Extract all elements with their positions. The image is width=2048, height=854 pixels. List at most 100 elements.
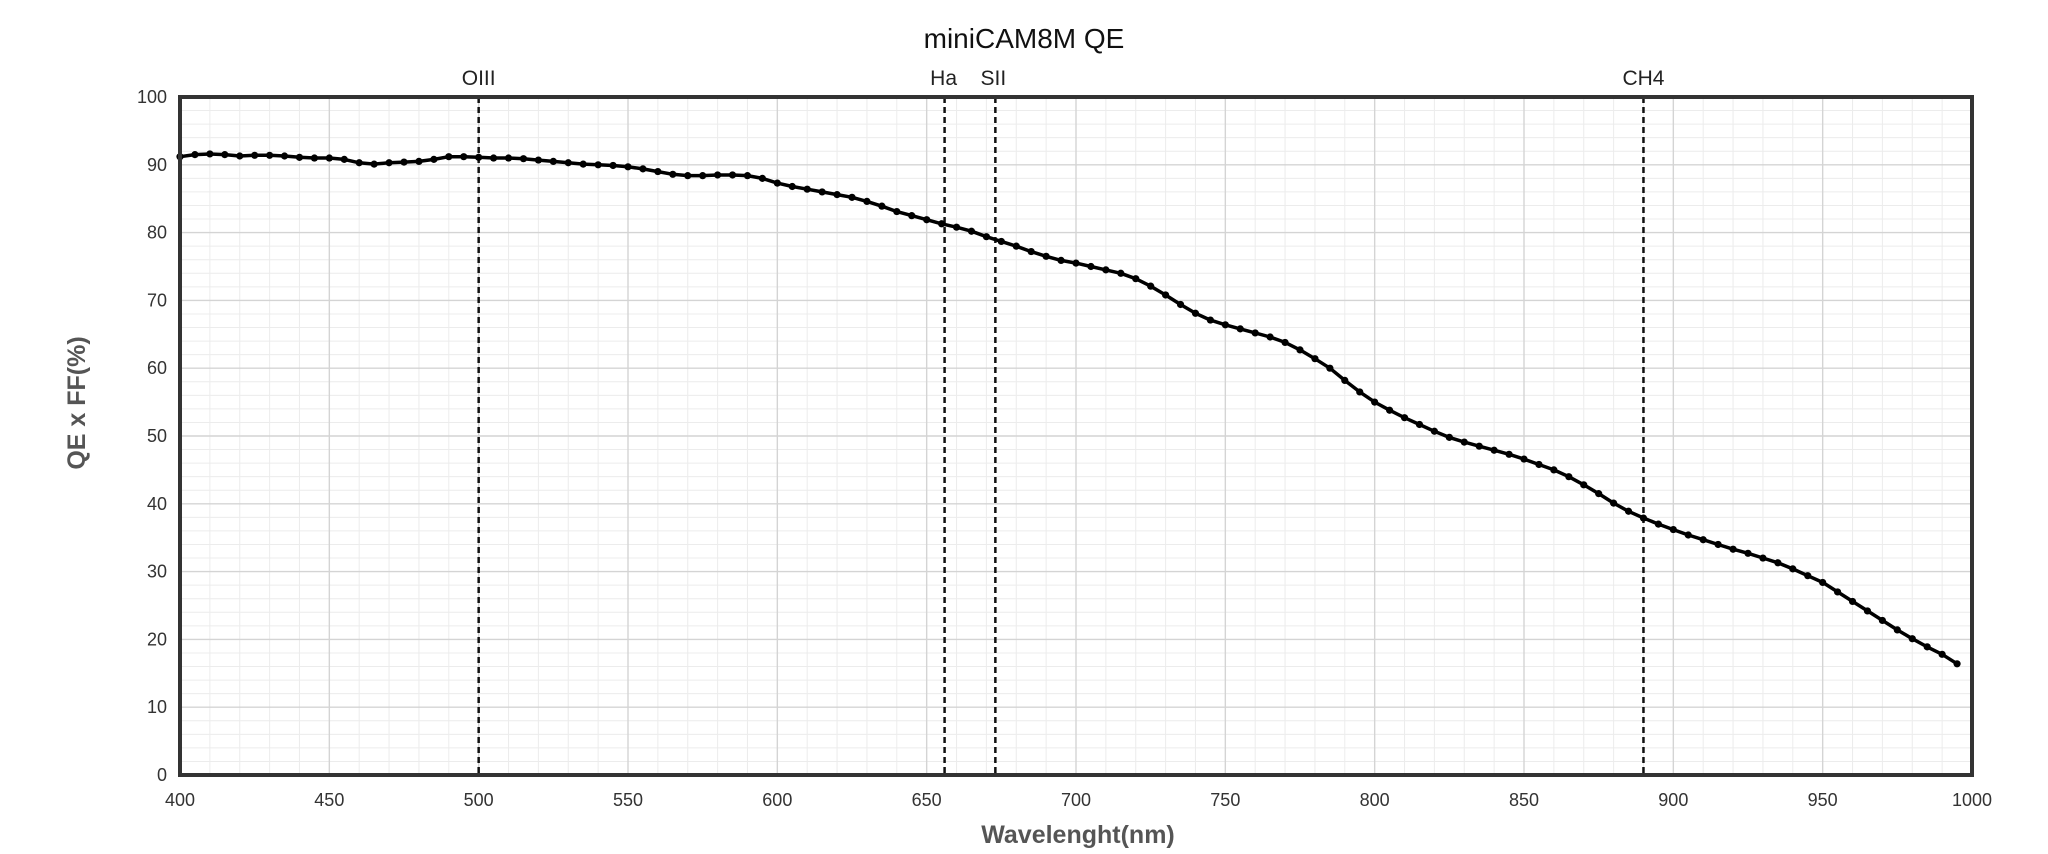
data-point [295,153,304,161]
data-point [1102,266,1110,274]
data-point [728,171,737,179]
data-point [1863,607,1872,615]
data-point [818,188,826,196]
data-point [1311,355,1319,363]
y-tick-label: 70 [147,290,167,310]
data-point [1386,406,1394,414]
data-point [699,172,707,180]
data-point [1371,398,1379,406]
data-point [714,171,722,179]
data-point [340,155,348,163]
data-point [1087,262,1095,271]
data-point [1759,554,1767,562]
data-point [1206,316,1214,324]
data-point [1415,420,1424,429]
x-tick-label: 700 [1061,790,1091,810]
data-point [1490,446,1498,454]
x-tick-label: 1000 [1952,790,1992,810]
data-point [251,151,259,159]
reference-line-label-oiii: OIII [462,67,496,90]
data-point [1430,427,1438,435]
data-point [1878,616,1886,625]
y-tick-labels: 0 10 20 30 40 50 60 70 80 90 100 [137,87,167,785]
data-point [355,159,363,167]
data-point [803,185,811,193]
reference-line-label-ha: Ha [930,67,957,90]
data-point [773,179,781,187]
data-point [1191,309,1200,317]
x-axis-label: Wavelenght(nm) [981,821,1175,849]
data-point [1042,252,1050,260]
reference-line-label-ch4: CH4 [1622,67,1664,90]
data-point [1893,626,1901,634]
data-point [1296,346,1304,354]
data-point [1027,247,1035,256]
data-point [1848,597,1857,606]
data-point [475,153,483,161]
data-point [788,182,796,191]
plot-border [178,95,1974,777]
x-tick-label: 600 [762,790,792,810]
data-point [848,193,856,201]
reference-line-label-sii: SII [981,67,1007,90]
data-point [609,161,617,170]
data-point [743,172,752,180]
x-tick-label: 750 [1210,790,1240,810]
x-tick-label: 500 [464,790,494,810]
data-point [400,158,408,166]
data-point [1938,650,1946,658]
y-tick-label: 80 [147,223,167,243]
data-point [1445,433,1453,441]
data-point [1341,376,1349,385]
data-point [1624,507,1633,515]
data-point [1699,536,1707,544]
data-point [1505,450,1513,458]
data-point [1654,520,1662,528]
data-point [1176,300,1185,309]
data-point [549,157,557,166]
data-point [460,153,468,161]
data-point [878,202,886,210]
data-point [1475,442,1483,450]
x-tick-label: 900 [1658,790,1688,810]
data-point [938,220,946,228]
y-tick-label: 60 [147,358,167,378]
x-tick-label: 650 [912,790,942,810]
data-point [221,151,229,159]
data-point [564,159,572,167]
data-point [325,154,333,162]
data-point [1281,338,1289,347]
data-point [684,172,692,180]
data-point [833,191,841,199]
data-point [1908,635,1916,643]
data-point [1669,525,1677,534]
x-tick-label: 850 [1509,790,1539,810]
data-point [1460,438,1468,446]
data-point [370,160,378,168]
y-tick-label: 40 [147,494,167,514]
data-point [1356,388,1364,396]
reference-lines: OIII Ha SII CH4 [462,67,1665,775]
data-point [1684,531,1692,539]
data-point [1132,275,1140,283]
data-point [415,157,423,166]
data-point [908,212,916,220]
data-point [1744,549,1752,557]
data-point [1221,321,1229,329]
y-tick-label: 20 [147,629,167,649]
data-point [1072,259,1080,267]
data-point [1057,256,1065,264]
data-point [997,237,1005,246]
data-point [579,160,587,168]
data-point [236,152,244,160]
data-point [1610,499,1618,507]
data-point [191,151,199,159]
data-point [1012,242,1020,250]
data-point [1580,481,1588,489]
data-point [1714,540,1722,549]
x-tick-label: 450 [314,790,344,810]
data-point [534,156,543,164]
y-tick-label: 0 [157,765,167,785]
